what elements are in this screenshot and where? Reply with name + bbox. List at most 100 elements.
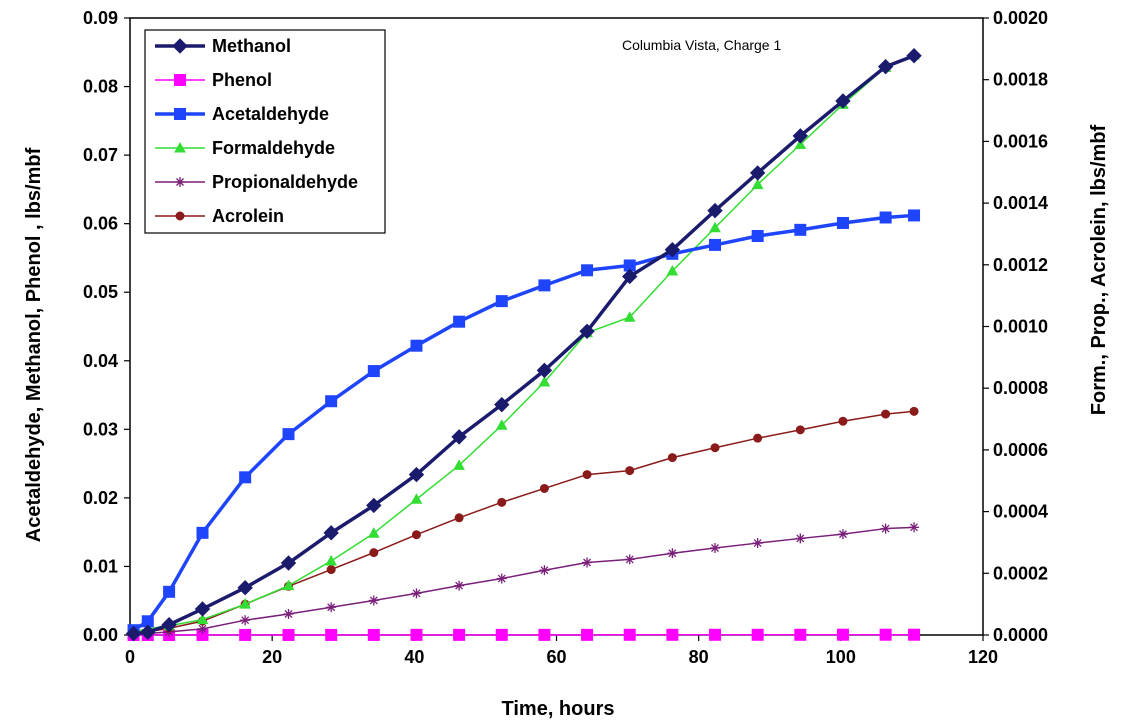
right-y-tick-label: 0.0014	[993, 193, 1048, 213]
formaldehyde-point	[794, 138, 807, 149]
series-methanol	[125, 47, 922, 642]
legend-item-propionaldehyde: Propionaldehyde	[155, 172, 358, 192]
acetaldehyde-point	[239, 471, 252, 484]
left-y-tick-label: 0.07	[83, 145, 118, 165]
left-y-tick-label: 0.01	[83, 556, 118, 576]
phenol-point	[239, 628, 252, 641]
acrolein-point	[795, 425, 805, 435]
right-y-tick-label: 0.0000	[993, 625, 1048, 645]
acrolein-point	[369, 548, 379, 558]
formaldehyde-point	[367, 527, 380, 538]
propionaldehyde-point	[411, 588, 422, 599]
formaldehyde-point	[666, 264, 679, 276]
methanol-point	[140, 624, 156, 640]
right-y-tick-label: 0.0004	[993, 502, 1048, 522]
right-y-tick-label: 0.0008	[993, 378, 1048, 398]
phenol-point	[836, 628, 849, 641]
methanol-point	[536, 362, 553, 379]
phenol-point	[709, 628, 722, 641]
right-y-tick-label: 0.0010	[993, 317, 1048, 337]
methanol-point	[835, 93, 851, 109]
acetaldehyde-point	[163, 585, 176, 598]
legend-marker	[175, 177, 185, 187]
propionaldehyde-point	[909, 522, 920, 533]
acrolein-point	[411, 530, 421, 540]
right-y-tick-label: 0.0002	[993, 563, 1048, 583]
propionaldehyde-point	[326, 602, 337, 613]
acetaldehyde-point	[325, 395, 338, 408]
legend-marker	[172, 38, 188, 54]
acetaldehyde-point	[453, 315, 466, 328]
left-y-axis-title: Acetaldehyde, Methanol, Phenol , lbs/mbf	[23, 147, 45, 542]
x-tick-label: 40	[404, 647, 424, 667]
methanol-point	[877, 58, 894, 75]
legend-item-methanol: Methanol	[155, 36, 291, 56]
acrolein-point	[454, 513, 464, 523]
acetaldehyde-point	[709, 238, 722, 251]
left-y-tick-label: 0.08	[83, 77, 118, 97]
left-y-tick-label: 0.09	[83, 8, 118, 28]
propionaldehyde-point	[667, 548, 678, 559]
acetaldehyde-point	[751, 230, 764, 243]
acrolein-point	[838, 416, 848, 426]
propionaldehyde-point	[880, 523, 891, 534]
methanol-point	[451, 429, 467, 445]
methanol-point	[494, 396, 510, 413]
series-propionaldehyde	[128, 522, 920, 640]
phenol-point	[538, 628, 551, 641]
phenol-point	[367, 628, 380, 641]
x-axis: 0 20 40 60 80 100 120	[125, 635, 998, 667]
phenol-point	[794, 628, 807, 641]
methanol-point	[161, 617, 177, 633]
acetaldehyde-point	[581, 264, 594, 277]
methanol-point	[323, 525, 339, 541]
x-tick-label: 80	[689, 647, 709, 667]
methanol-point	[664, 242, 681, 258]
acrolein-point	[625, 466, 635, 476]
methanol-point	[749, 165, 766, 181]
propionaldehyde-line	[133, 526, 915, 636]
series-acetaldehyde	[127, 209, 921, 637]
acetaldehyde-point	[410, 339, 423, 352]
right-y-tick-label: 0.0020	[993, 8, 1048, 28]
formaldehyde-point	[453, 459, 465, 470]
phenol-point	[908, 628, 921, 641]
propionaldehyde-point	[539, 565, 550, 576]
formaldehyde-point	[239, 598, 252, 609]
legend-marker	[174, 141, 186, 153]
acrolein-point	[909, 406, 919, 416]
formaldehyde-point	[282, 579, 295, 591]
propionaldehyde-point	[710, 543, 721, 554]
acrolein-line	[133, 410, 915, 635]
formaldehyde-point	[495, 419, 508, 430]
acrolein-point	[667, 453, 677, 463]
right-y-tick-label: 0.0012	[993, 255, 1048, 275]
formaldehyde-point	[623, 311, 636, 322]
chart-annotation: Columbia Vista, Charge 1	[622, 37, 781, 53]
methanol-point	[408, 466, 425, 483]
legend-item-acetaldehyde: Acetaldehyde	[155, 104, 329, 124]
propionaldehyde-point	[837, 529, 848, 540]
legend-label: Propionaldehyde	[212, 172, 358, 192]
legend-label: Acetaldehyde	[212, 104, 329, 124]
legend-label: Acrolein	[212, 206, 284, 226]
phenol-point	[325, 628, 338, 641]
legend-label: Formaldehyde	[212, 138, 335, 158]
propionaldehyde-point	[240, 615, 251, 626]
methanol-point	[707, 202, 723, 219]
formaldehyde-point	[196, 613, 209, 625]
methanol-point	[792, 128, 809, 144]
x-tick-label: 100	[826, 647, 856, 667]
legend-box	[144, 29, 386, 234]
phenol-point	[623, 628, 636, 641]
acrolein-point	[326, 565, 336, 575]
methanol-point	[280, 555, 297, 571]
methanol-point	[237, 579, 253, 596]
propionaldehyde-point	[454, 580, 465, 591]
phenol-point	[666, 628, 679, 641]
legend-marker	[175, 211, 185, 221]
acetaldehyde-point	[794, 223, 807, 236]
methanol-point	[194, 601, 211, 617]
acrolein-point	[497, 497, 507, 507]
left-y-tick-label: 0.03	[83, 419, 118, 439]
